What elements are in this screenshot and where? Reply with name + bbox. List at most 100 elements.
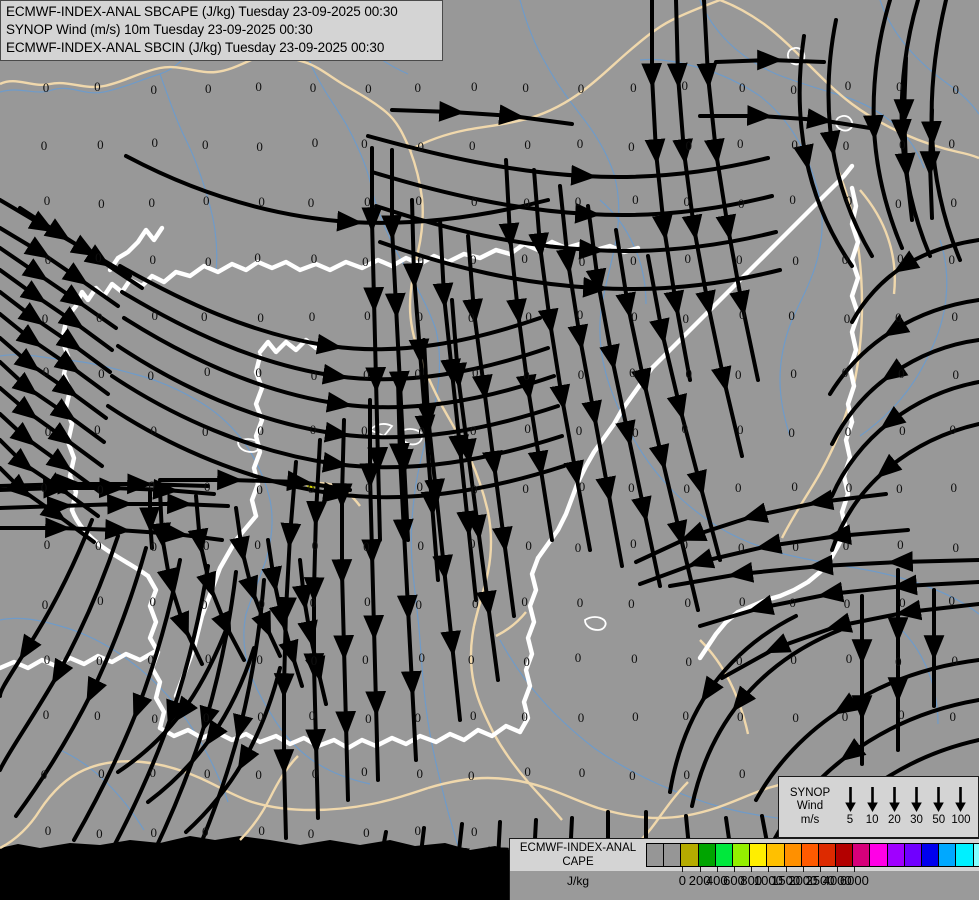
cape-swatch-5[interactable] (732, 844, 751, 866)
cape-swatch-16[interactable] (922, 844, 940, 866)
cape-swatch-4[interactable] (715, 844, 733, 866)
cin-zero-label: 0 (416, 308, 424, 324)
cin-zero-label: 0 (471, 365, 479, 380)
cin-zero-label: 0 (737, 196, 745, 212)
cin-zero-label: 0 (521, 593, 528, 609)
cin-zero-label: 0 (202, 193, 210, 209)
cin-zero-label: 0 (790, 652, 797, 667)
cin-zero-label: 0 (256, 139, 263, 155)
wind-arrow-10 (861, 787, 883, 813)
cape-swatch-19[interactable] (973, 844, 979, 866)
cape-swatch-9[interactable] (801, 844, 819, 866)
cin-zero-label: 0 (97, 137, 104, 153)
cin-zero-label: 0 (950, 195, 958, 211)
cin-zero-label: 0 (98, 366, 105, 381)
cape-key-unit: J/kg (566, 874, 589, 888)
cin-zero-label: 0 (255, 767, 262, 783)
cin-zero-label: 0 (524, 137, 531, 153)
cin-zero-label: 0 (951, 308, 959, 324)
cape-tick-mark-800 (751, 867, 753, 872)
cin-zero-label: 0 (524, 764, 531, 780)
cin-zero-label: 0 (310, 250, 318, 266)
cape-swatch-3[interactable] (698, 844, 716, 866)
cin-zero-label: 0 (363, 824, 370, 840)
cin-zero-label: 0 (842, 138, 850, 154)
cin-zero-label: 0 (632, 709, 639, 725)
cape-swatch-7[interactable] (767, 844, 785, 866)
cin-zero-label: 0 (467, 309, 475, 325)
cin-zero-label: 0 (361, 764, 368, 780)
cin-zero-label: 0 (255, 79, 262, 94)
wind-arrow-5 (839, 787, 861, 813)
cin-zero-label: 0 (311, 135, 319, 151)
cin-zero-label: 0 (96, 653, 103, 668)
cin-zero-label: 0 (630, 252, 637, 268)
cin-zero-label: 0 (204, 81, 212, 96)
cin-zero-label: 0 (577, 710, 585, 726)
cin-zero-label: 0 (574, 539, 582, 555)
cin-zero-label: 0 (258, 822, 265, 838)
cin-zero-label: 0 (790, 82, 797, 97)
cin-zero-label: 0 (41, 310, 49, 326)
cin-zero-label: 0 (467, 652, 475, 667)
cin-zero-label: 0 (470, 482, 478, 498)
cape-swatch-14[interactable] (887, 844, 905, 866)
cape-tick-label-600: 600 (723, 873, 745, 888)
cape-swatch-11[interactable] (836, 844, 854, 866)
cape-tick-label-6000: 6000 (839, 873, 869, 888)
cin-zero-label: 0 (791, 479, 798, 495)
cape-swatch-0[interactable] (647, 844, 665, 866)
cape-swatch-8[interactable] (784, 844, 802, 866)
cin-zero-label: 0 (41, 596, 49, 612)
cape-key-bottom-band (510, 871, 979, 900)
cape-swatch-1[interactable] (664, 844, 682, 866)
cin-zero-label: 0 (467, 768, 475, 784)
cin-zero-label: 0 (97, 482, 104, 498)
cape-tick-label-0: 0 (678, 873, 687, 888)
cape-swatch-2[interactable] (681, 844, 699, 866)
cin-zero-label: 0 (577, 81, 585, 96)
cape-swatch-17[interactable] (939, 844, 957, 866)
wind-arrow-30 (906, 787, 928, 813)
cin-zero-label: 0 (468, 535, 476, 551)
wind-value-10: 10 (865, 814, 879, 826)
cin-zero-label: 0 (365, 480, 372, 496)
cin-zero-label: 0 (416, 479, 424, 495)
cape-color-swatches[interactable] (646, 843, 979, 867)
cin-zero-label: 0 (845, 480, 853, 496)
cin-zero-label: 0 (44, 822, 52, 838)
cape-swatch-18[interactable] (956, 844, 974, 866)
wind-key-title-line2: Wind (796, 800, 824, 813)
cin-zero-label: 0 (362, 652, 369, 667)
cin-zero-label: 0 (792, 710, 799, 726)
cape-swatch-6[interactable] (750, 844, 768, 866)
cin-zero-label: 0 (363, 538, 370, 554)
cin-zero-label: 0 (521, 709, 528, 725)
cin-zero-label: 0 (95, 537, 102, 553)
wind-key-panel: SYNOP Wind m/s 5 10 20 30 50 100 (778, 776, 979, 838)
cin-zero-label: 0 (42, 364, 50, 379)
cin-zero-label: 0 (632, 192, 639, 208)
cin-zero-label: 0 (736, 709, 744, 725)
cin-zero-label: 0 (361, 423, 368, 439)
cin-zero-label: 0 (95, 249, 102, 265)
cape-swatch-15[interactable] (904, 844, 922, 866)
cin-zero-label: 0 (684, 250, 692, 266)
cin-zero-label: 0 (578, 479, 586, 495)
cin-zero-label: 0 (628, 595, 635, 611)
cape-swatch-13[interactable] (870, 844, 888, 866)
cin-zero-label: 0 (576, 136, 584, 152)
cin-zero-label: 0 (578, 765, 586, 781)
cin-zero-label: 0 (629, 768, 636, 784)
cin-zero-label: 0 (524, 421, 531, 437)
cape-swatch-12[interactable] (853, 844, 871, 866)
cin-zero-label: 0 (628, 480, 635, 496)
cape-swatch-10[interactable] (818, 844, 837, 866)
cin-zero-label: 0 (418, 424, 426, 440)
cin-zero-label: 0 (258, 194, 265, 210)
header-info-panel: ECMWF-INDEX-ANAL SBCAPE (J/kg) Tuesday 2… (0, 0, 443, 61)
cin-zero-label: 0 (844, 424, 852, 440)
cape-key-title-line1: ECMWF-INDEX-ANAL (519, 842, 637, 854)
